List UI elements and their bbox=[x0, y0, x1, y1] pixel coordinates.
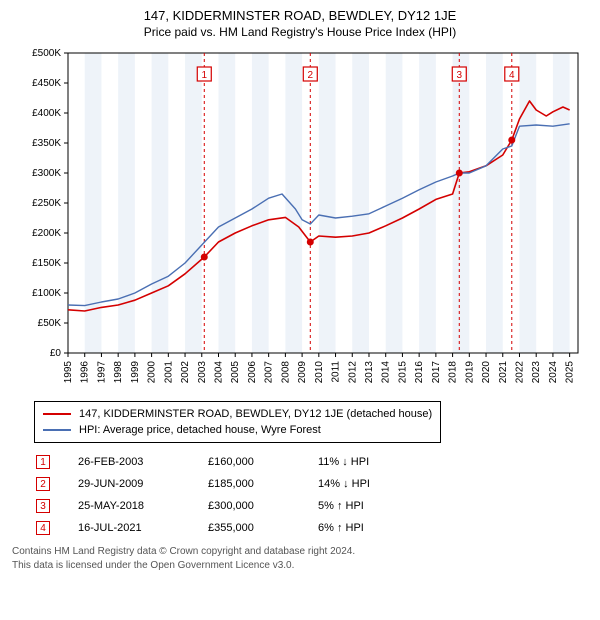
sale-event-row: 2 29-JUN-2009£185,00014% ↓ HPI bbox=[12, 473, 588, 495]
event-price: £355,000 bbox=[208, 522, 318, 534]
legend-swatch bbox=[43, 413, 71, 415]
event-marker: 1 bbox=[36, 455, 50, 469]
event-delta: 14% ↓ HPI bbox=[318, 478, 438, 490]
event-delta: 11% ↓ HPI bbox=[318, 456, 438, 468]
sale-event-row: 4 16-JUL-2021£355,0006% ↑ HPI bbox=[12, 517, 588, 539]
legend-item: HPI: Average price, detached house, Wyre… bbox=[43, 422, 432, 438]
svg-text:£450K: £450K bbox=[32, 78, 61, 89]
svg-text:2001: 2001 bbox=[163, 361, 174, 384]
legend: 147, KIDDERMINSTER ROAD, BEWDLEY, DY12 1… bbox=[34, 401, 441, 443]
svg-text:2017: 2017 bbox=[431, 361, 442, 384]
svg-text:1997: 1997 bbox=[96, 361, 107, 384]
event-date: 26-FEB-2003 bbox=[78, 456, 208, 468]
chart-title: 147, KIDDERMINSTER ROAD, BEWDLEY, DY12 1… bbox=[12, 8, 588, 23]
svg-text:2008: 2008 bbox=[280, 361, 291, 384]
sale-event-row: 3 25-MAY-2018£300,0005% ↑ HPI bbox=[12, 495, 588, 517]
svg-text:£500K: £500K bbox=[32, 48, 61, 59]
svg-text:£100K: £100K bbox=[32, 288, 61, 299]
svg-text:2002: 2002 bbox=[180, 361, 191, 384]
svg-text:£300K: £300K bbox=[32, 168, 61, 179]
svg-text:£350K: £350K bbox=[32, 138, 61, 149]
svg-text:2003: 2003 bbox=[197, 361, 208, 384]
svg-text:2022: 2022 bbox=[514, 361, 525, 384]
svg-text:1995: 1995 bbox=[63, 361, 74, 384]
svg-text:2004: 2004 bbox=[213, 361, 224, 384]
svg-text:2014: 2014 bbox=[381, 361, 392, 384]
svg-text:£50K: £50K bbox=[38, 318, 62, 329]
event-date: 16-JUL-2021 bbox=[78, 522, 208, 534]
svg-text:2019: 2019 bbox=[464, 361, 475, 384]
svg-text:4: 4 bbox=[509, 70, 515, 81]
event-price: £185,000 bbox=[208, 478, 318, 490]
svg-text:2023: 2023 bbox=[531, 361, 542, 384]
legend-swatch bbox=[43, 429, 71, 431]
svg-text:2010: 2010 bbox=[314, 361, 325, 384]
attribution-footer: Contains HM Land Registry data © Crown c… bbox=[12, 545, 588, 572]
price-chart: £0 £50K £100K £150K £200K £250K £300K £350K £400… bbox=[12, 45, 588, 395]
svg-text:£200K: £200K bbox=[32, 228, 61, 239]
svg-text:2009: 2009 bbox=[297, 361, 308, 384]
svg-text:2012: 2012 bbox=[347, 361, 358, 384]
sales-events-table: 1 26-FEB-2003£160,00011% ↓ HPI 2 29-JUN-200… bbox=[12, 451, 588, 539]
svg-text:2024: 2024 bbox=[548, 361, 559, 384]
event-delta: 6% ↑ HPI bbox=[318, 522, 438, 534]
event-delta: 5% ↑ HPI bbox=[318, 500, 438, 512]
event-marker: 3 bbox=[36, 499, 50, 513]
svg-text:£150K: £150K bbox=[32, 258, 61, 269]
footer-line: Contains HM Land Registry data © Crown c… bbox=[12, 545, 588, 559]
svg-text:1999: 1999 bbox=[130, 361, 141, 384]
svg-text:1996: 1996 bbox=[80, 361, 91, 384]
sale-event-row: 1 26-FEB-2003£160,00011% ↓ HPI bbox=[12, 451, 588, 473]
chart-subtitle: Price paid vs. HM Land Registry's House … bbox=[12, 25, 588, 39]
svg-text:2011: 2011 bbox=[331, 361, 342, 383]
svg-text:2025: 2025 bbox=[565, 361, 576, 384]
svg-text:£400K: £400K bbox=[32, 108, 61, 119]
svg-text:£0: £0 bbox=[50, 348, 62, 359]
legend-label: HPI: Average price, detached house, Wyre… bbox=[79, 424, 321, 436]
svg-text:2020: 2020 bbox=[481, 361, 492, 384]
svg-text:3: 3 bbox=[456, 70, 462, 81]
svg-text:2007: 2007 bbox=[264, 361, 275, 384]
svg-text:2: 2 bbox=[308, 70, 314, 81]
svg-text:2006: 2006 bbox=[247, 361, 258, 384]
svg-text:2013: 2013 bbox=[364, 361, 375, 384]
svg-text:2016: 2016 bbox=[414, 361, 425, 384]
event-price: £160,000 bbox=[208, 456, 318, 468]
svg-text:2005: 2005 bbox=[230, 361, 241, 384]
svg-text:2018: 2018 bbox=[448, 361, 459, 384]
legend-label: 147, KIDDERMINSTER ROAD, BEWDLEY, DY12 1… bbox=[79, 408, 432, 420]
event-date: 25-MAY-2018 bbox=[78, 500, 208, 512]
svg-text:1: 1 bbox=[201, 70, 207, 81]
event-marker: 4 bbox=[36, 521, 50, 535]
svg-text:2021: 2021 bbox=[498, 361, 509, 384]
event-price: £300,000 bbox=[208, 500, 318, 512]
event-date: 29-JUN-2009 bbox=[78, 478, 208, 490]
footer-line: This data is licensed under the Open Gov… bbox=[12, 559, 588, 573]
svg-text:2015: 2015 bbox=[397, 361, 408, 384]
svg-text:1998: 1998 bbox=[113, 361, 124, 384]
legend-item: 147, KIDDERMINSTER ROAD, BEWDLEY, DY12 1… bbox=[43, 406, 432, 422]
event-marker: 2 bbox=[36, 477, 50, 491]
svg-text:£250K: £250K bbox=[32, 198, 61, 209]
svg-text:2000: 2000 bbox=[147, 361, 158, 384]
